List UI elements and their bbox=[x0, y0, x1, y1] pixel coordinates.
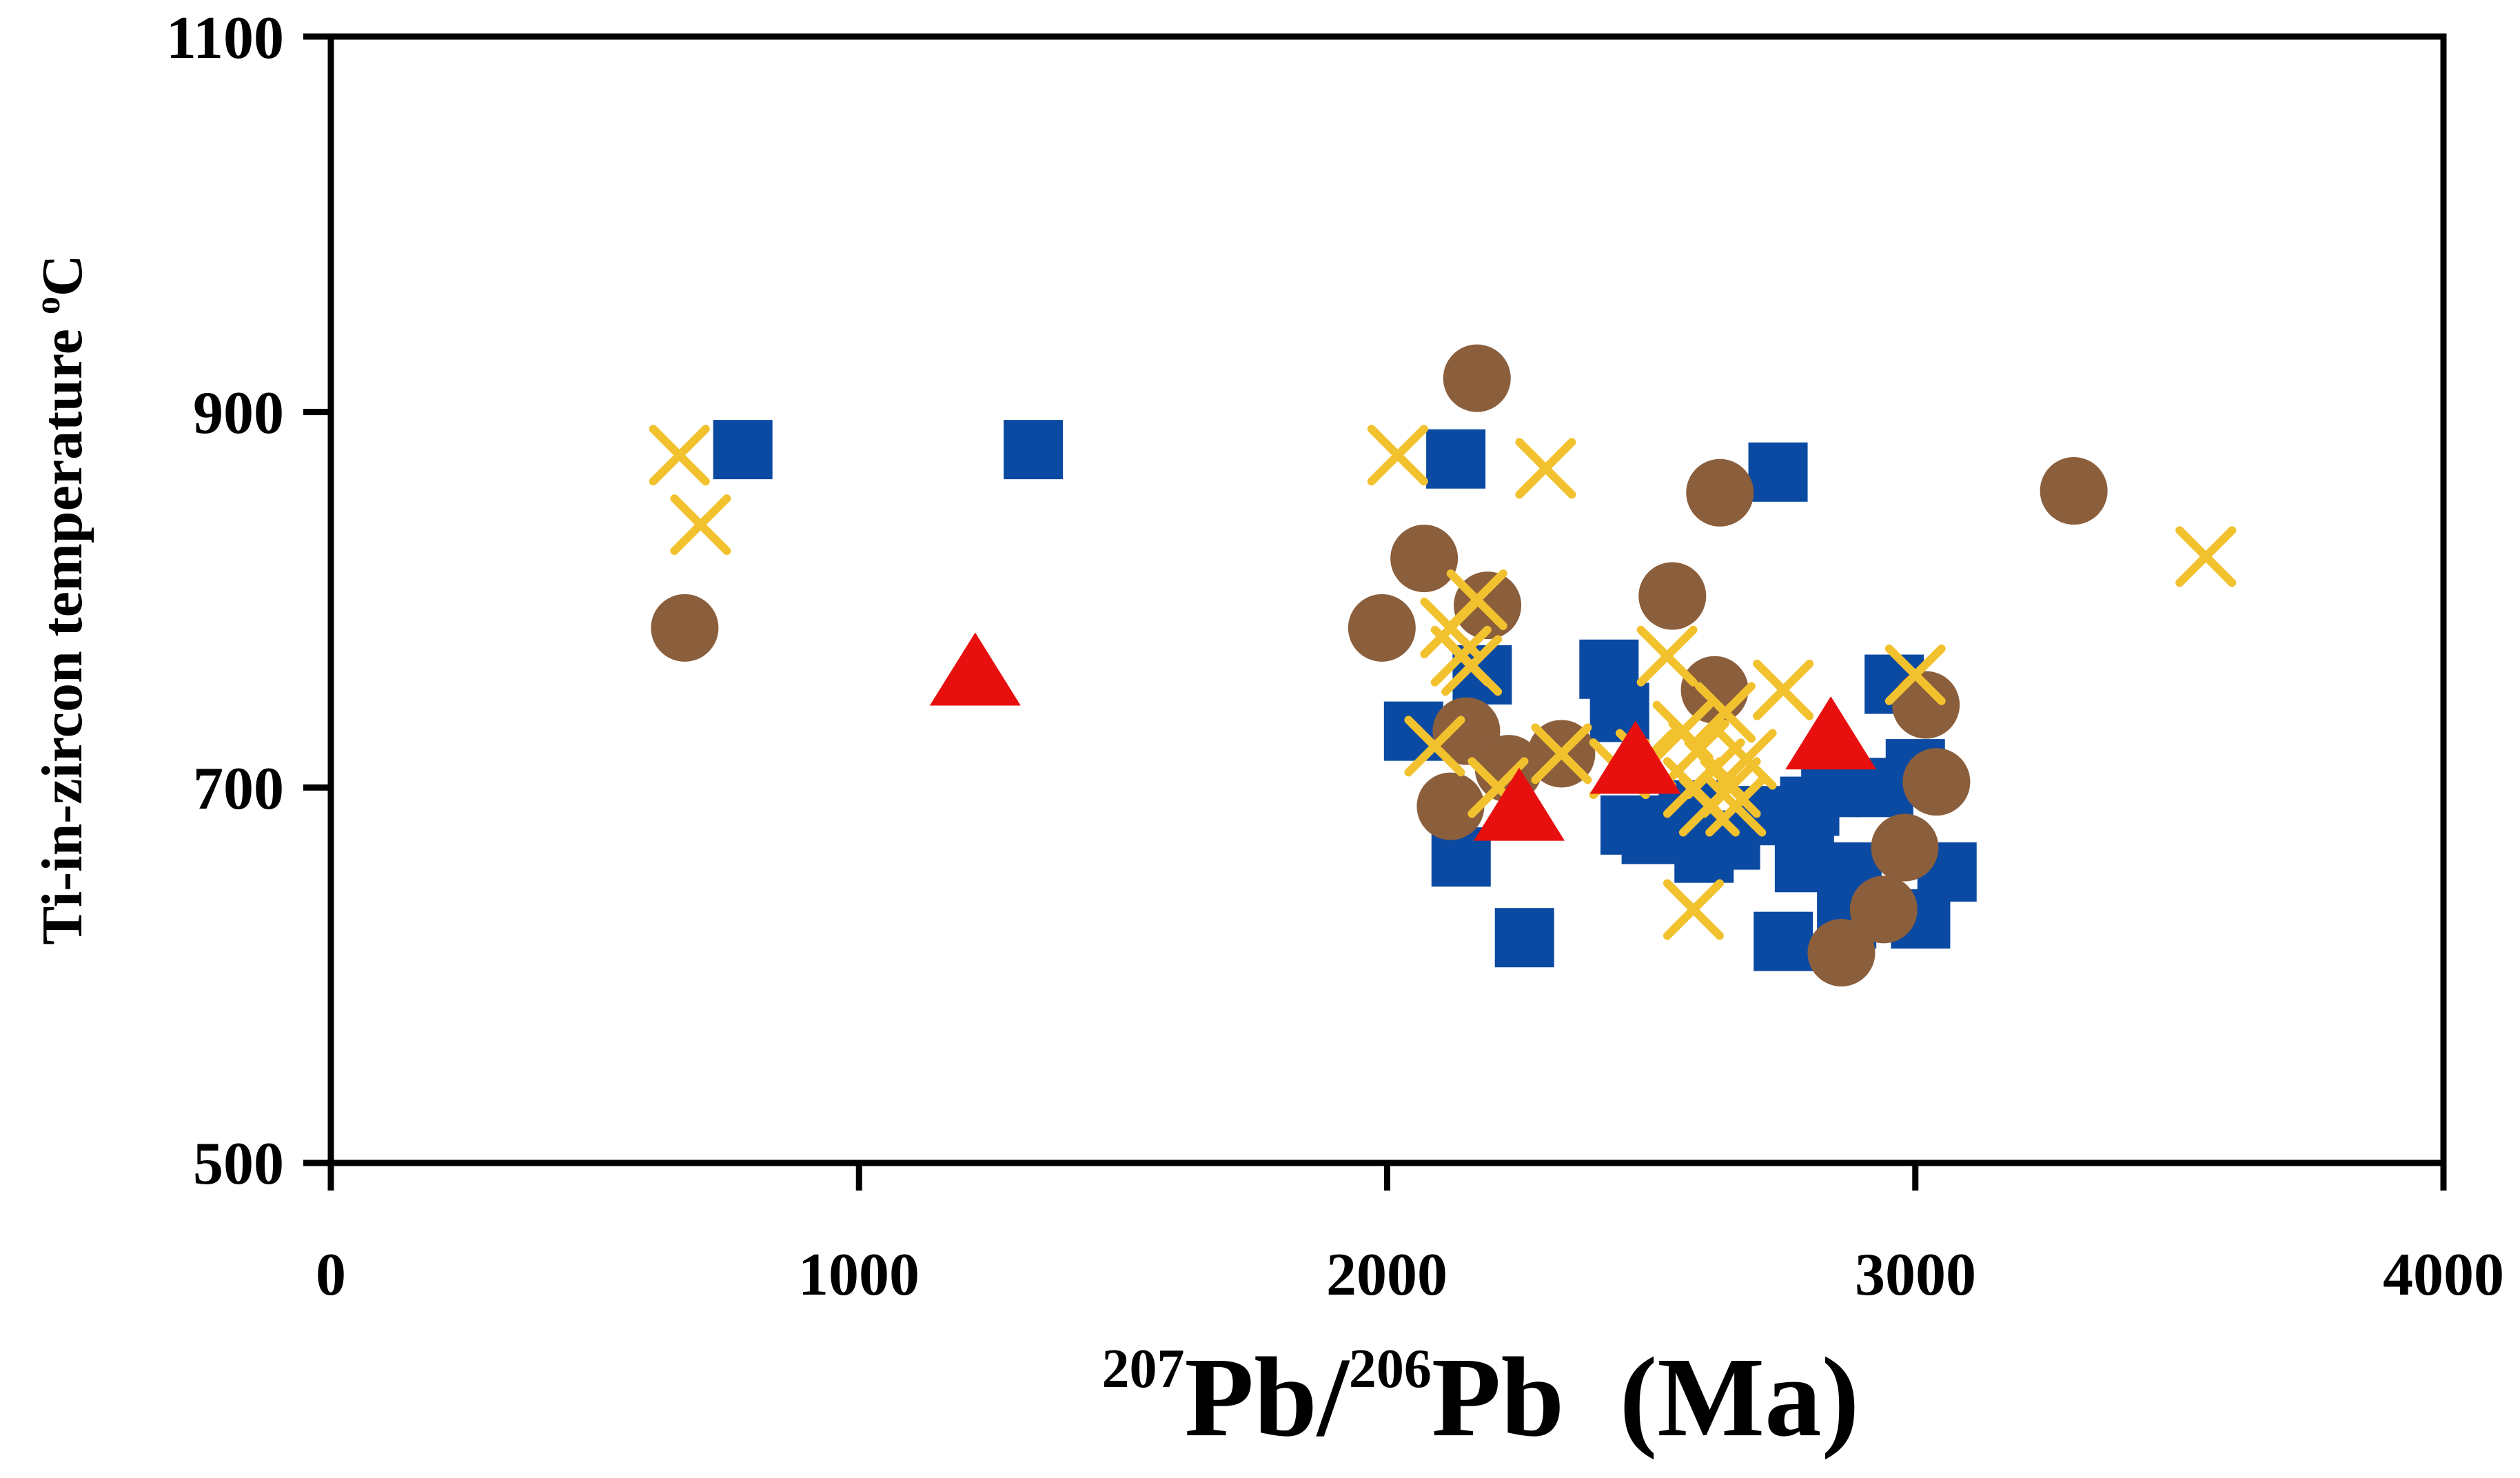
data-points bbox=[649, 344, 2237, 986]
circle-point bbox=[2040, 457, 2108, 525]
x-axis-title-mass1: 207 bbox=[1101, 1339, 1184, 1399]
cross-point bbox=[1884, 644, 1946, 705]
y-axis-title-text: Ti-in-zircon temperature bbox=[30, 314, 94, 944]
cross-point bbox=[1367, 425, 1428, 486]
circle-point bbox=[1902, 748, 1971, 816]
circle-point bbox=[1686, 458, 1754, 527]
cross-point bbox=[670, 494, 731, 556]
y-axis-title: Ti-in-zircon temperature oC bbox=[28, 254, 94, 944]
y-tick-label: 900 bbox=[193, 380, 284, 447]
square-point bbox=[1426, 429, 1486, 489]
x-axis-title-element2: Pb bbox=[1432, 1334, 1565, 1460]
circle-point bbox=[1871, 813, 1939, 882]
circle-point bbox=[1416, 772, 1485, 840]
x-tick-labels: 0 1000 2000 3000 4000 bbox=[316, 1242, 2504, 1308]
circle-point bbox=[1638, 562, 1707, 630]
circle-point bbox=[1443, 344, 1511, 412]
circle-point bbox=[651, 594, 719, 662]
y-tick-label: 500 bbox=[193, 1131, 284, 1197]
x-tick-label: 0 bbox=[316, 1242, 346, 1308]
y-tick-label: 700 bbox=[193, 756, 284, 822]
x-tick-label: 3000 bbox=[1855, 1242, 1976, 1308]
y-tick-labels: 1100 900 700 500 bbox=[166, 5, 284, 1197]
cross-point bbox=[1700, 757, 1761, 818]
axis-ticks bbox=[303, 33, 2447, 1191]
circle-point bbox=[1680, 656, 1749, 724]
cross-point bbox=[1636, 625, 1698, 687]
square-point bbox=[1748, 442, 1808, 502]
triangle-point bbox=[1589, 720, 1681, 794]
triangle-point bbox=[929, 632, 1021, 706]
y-tick-label: 1100 bbox=[166, 5, 284, 72]
x-axis-title-unit: (Ma) bbox=[1619, 1334, 1859, 1460]
cross-point bbox=[1515, 438, 1576, 499]
y-axis-title-degree: o bbox=[28, 296, 68, 314]
square-point bbox=[1004, 420, 1064, 480]
square-point bbox=[1494, 908, 1554, 968]
cross-point bbox=[1404, 716, 1465, 777]
cross-point bbox=[1663, 879, 1724, 940]
x-tick-label: 1000 bbox=[798, 1242, 919, 1308]
triangle-point bbox=[1785, 696, 1877, 770]
circle-point bbox=[1390, 525, 1459, 593]
x-axis-title-separator: / bbox=[1316, 1334, 1350, 1460]
cross-point bbox=[1531, 723, 1592, 784]
x-axis-title-mass2: 206 bbox=[1349, 1339, 1432, 1399]
circle-point bbox=[1892, 671, 1960, 739]
cross-point bbox=[1753, 659, 1814, 720]
circle-point bbox=[1348, 594, 1416, 662]
triangle-point bbox=[1474, 767, 1565, 841]
y-axis-title-unit: C bbox=[30, 254, 94, 296]
x-axis-title: 207Pb/206Pb (Ma) bbox=[1101, 1334, 1859, 1460]
square-point bbox=[1754, 911, 1813, 971]
cross-point bbox=[2175, 526, 2237, 587]
x-axis-title-element1: Pb bbox=[1184, 1334, 1317, 1460]
cross-point bbox=[1446, 569, 1507, 630]
circle-point bbox=[1807, 918, 1876, 986]
cross-point bbox=[1694, 682, 1756, 743]
cross-point bbox=[1441, 635, 1503, 696]
series-triangle bbox=[929, 632, 1877, 841]
x-tick-label: 2000 bbox=[1326, 1242, 1447, 1308]
x-tick-label: 4000 bbox=[2383, 1242, 2504, 1308]
square-point bbox=[713, 420, 773, 480]
cross-point bbox=[649, 425, 710, 486]
cross-point bbox=[1716, 729, 1777, 790]
circle-point bbox=[1849, 875, 1918, 944]
